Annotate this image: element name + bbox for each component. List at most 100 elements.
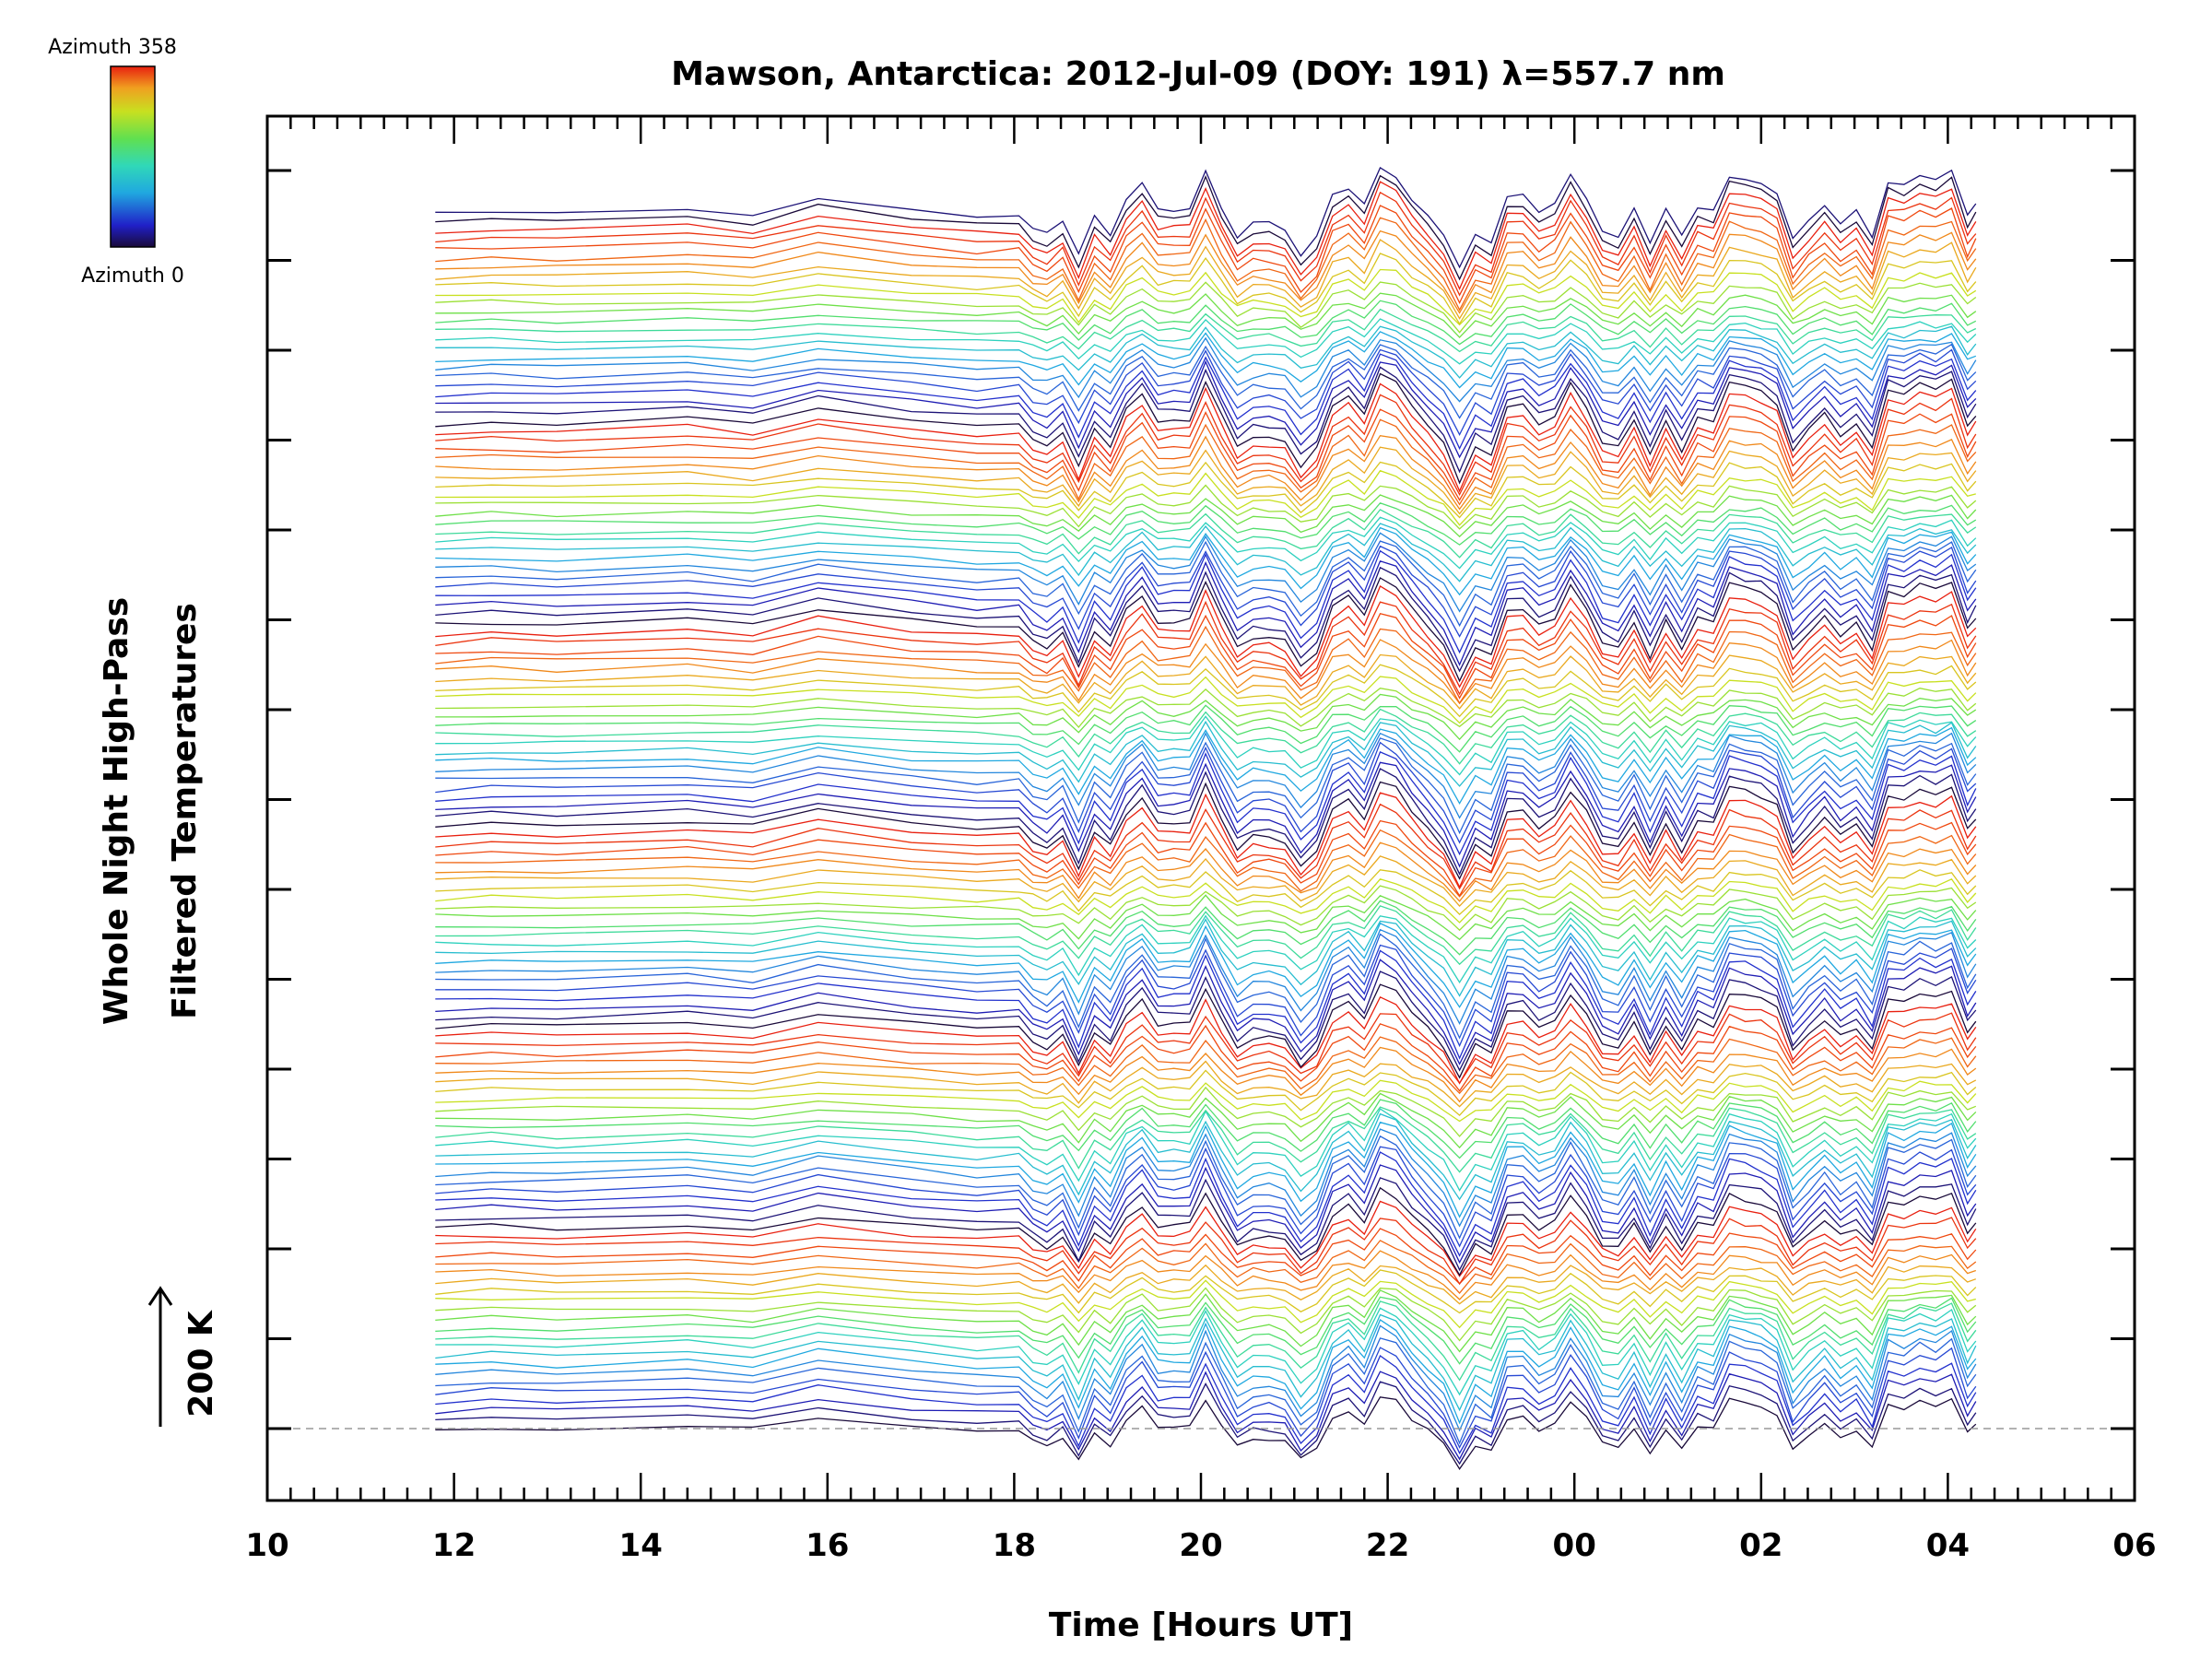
series-line	[435, 1135, 1977, 1240]
series-line	[435, 720, 1977, 787]
series-line	[435, 418, 1977, 506]
series-line	[435, 348, 1977, 437]
series-line	[435, 343, 1977, 419]
series-line	[435, 1381, 1977, 1465]
series-line	[435, 829, 1977, 898]
series-line	[435, 959, 1977, 1065]
series-line	[435, 688, 1977, 728]
series-line	[435, 331, 1977, 389]
x-tick-label: 04	[1926, 1527, 1970, 1564]
series-line	[435, 855, 1977, 908]
series-line	[435, 181, 1977, 290]
series-line	[435, 625, 1977, 705]
series-line	[435, 1200, 1977, 1277]
series-line	[435, 1307, 1977, 1396]
series-line	[435, 191, 1977, 297]
series-line	[435, 1319, 1977, 1425]
series-line	[435, 268, 1977, 326]
series-line	[435, 1108, 1977, 1192]
series-line	[435, 918, 1977, 997]
series-line	[435, 781, 1977, 880]
series-line	[435, 664, 1977, 718]
series-line	[435, 353, 1977, 451]
colorbar-bottom-label: Azimuth 0	[81, 265, 184, 288]
series-line	[435, 653, 1977, 710]
series-line	[435, 613, 1977, 700]
series-line	[435, 1099, 1977, 1159]
series-line	[435, 1347, 1977, 1449]
x-tick-label: 10	[245, 1527, 288, 1564]
series-line	[435, 877, 1977, 924]
y-axis-label-line2: Filtered Temperatures	[166, 603, 204, 1019]
series-line	[435, 281, 1977, 334]
series-line	[435, 501, 1977, 546]
series-line	[435, 545, 1977, 638]
x-tick-label: 14	[619, 1527, 663, 1564]
series-line	[435, 523, 1977, 582]
x-tick-labels: 10 12 14 16 18 20 22 00 02 04 06	[245, 1527, 2156, 1564]
series-line	[435, 205, 1977, 304]
series-line	[435, 1371, 1977, 1461]
series-line	[435, 1296, 1977, 1365]
series-line	[435, 394, 1977, 497]
series-line	[435, 1264, 1977, 1305]
series-line	[435, 715, 1977, 776]
series-line	[435, 469, 1976, 526]
series-line	[435, 167, 1977, 269]
series-line	[435, 905, 1977, 966]
series-line	[435, 308, 1977, 353]
series-line	[435, 922, 1977, 1008]
series-line	[435, 1012, 1977, 1085]
series-line	[435, 1240, 1977, 1294]
series-line	[435, 894, 1977, 941]
series-line	[435, 914, 1977, 984]
series-line	[435, 1079, 1977, 1123]
series-line	[435, 577, 1977, 683]
series-line	[435, 900, 1977, 956]
series-line	[435, 494, 1977, 538]
series-line	[435, 708, 1977, 765]
series-line	[435, 1396, 1977, 1470]
x-tick-label: 20	[1179, 1527, 1222, 1564]
x-tick-label: 16	[806, 1527, 849, 1564]
series-line	[435, 949, 1977, 1060]
series-line	[435, 1128, 1977, 1228]
series-line	[435, 217, 1977, 312]
series-line	[435, 639, 1977, 705]
series-line	[435, 1036, 1977, 1095]
series-line	[435, 933, 1977, 1040]
series-line	[435, 239, 1977, 320]
series-line	[435, 819, 1977, 898]
series-line	[435, 761, 1977, 868]
series-line	[435, 1023, 1977, 1092]
series-line	[435, 300, 1977, 346]
series-line	[435, 1289, 1977, 1353]
series-line	[435, 1112, 1977, 1201]
series-line	[435, 382, 1977, 493]
series-line	[435, 1092, 1977, 1149]
x-tick-label: 06	[2112, 1527, 2156, 1564]
series-line	[435, 1355, 1977, 1455]
series-line	[435, 1177, 1977, 1272]
series-line	[435, 1228, 1977, 1285]
series-line	[435, 1313, 1977, 1412]
series-line	[435, 983, 1977, 1079]
series-line	[435, 1060, 1977, 1108]
series-line	[435, 461, 1977, 519]
series-line	[435, 1300, 1977, 1382]
colorbar-top-label: Azimuth 358	[48, 36, 177, 59]
series-line	[435, 359, 1977, 459]
series-line	[435, 600, 1977, 696]
series-line	[435, 1186, 1977, 1277]
x-tick-label: 18	[993, 1527, 1036, 1564]
series-line	[435, 174, 1977, 281]
y-axis-label-line1: Whole Night High-Pass	[98, 597, 135, 1025]
series-line	[435, 1250, 1977, 1300]
series-line	[435, 676, 1977, 724]
series-line	[435, 336, 1977, 403]
series-line	[435, 1217, 1977, 1286]
series-line	[435, 318, 1977, 365]
series-line	[435, 560, 1977, 666]
x-axis-label: Time [Hours UT]	[1049, 1606, 1353, 1644]
